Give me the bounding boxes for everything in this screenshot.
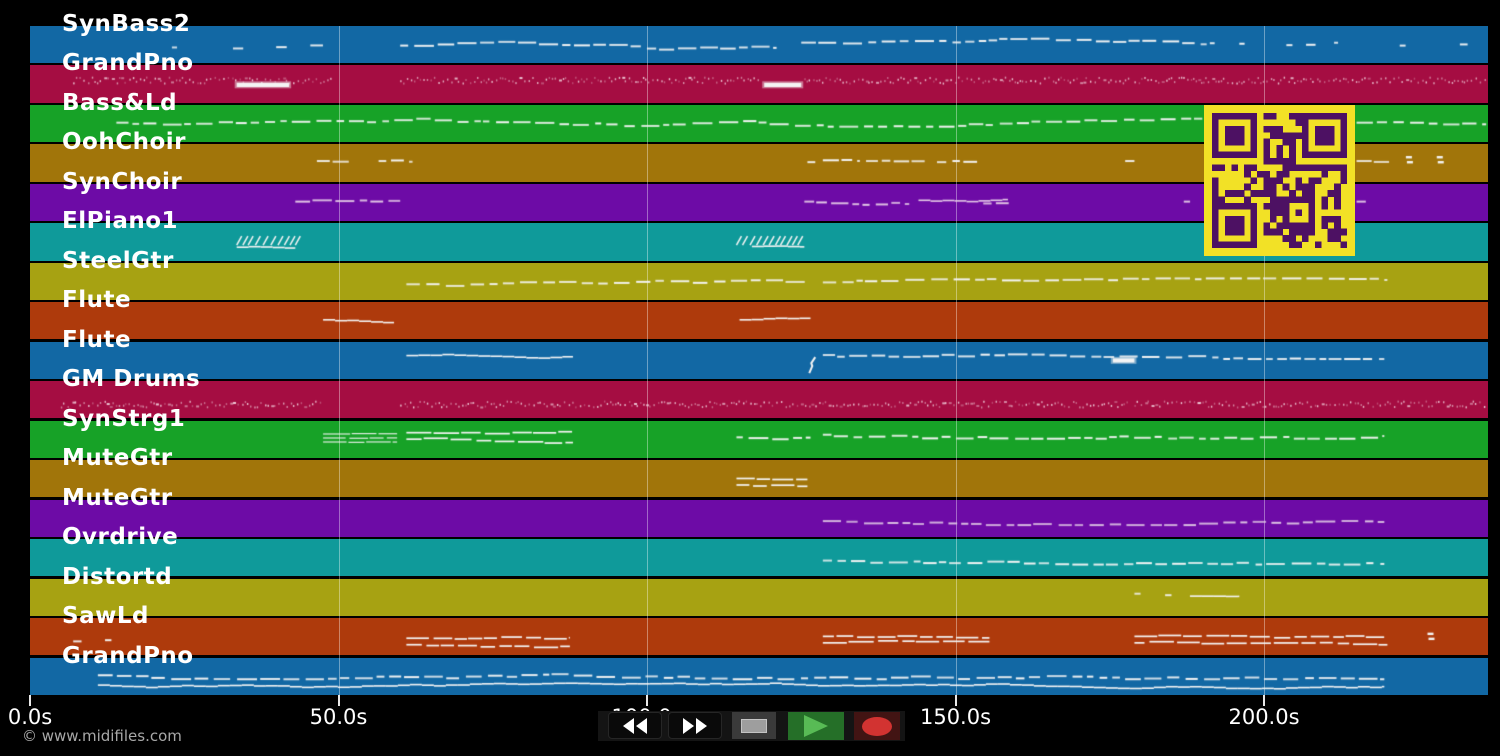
transport-bar (598, 711, 905, 741)
track-label: SteelGtr (62, 247, 174, 274)
track-label: Flute (62, 287, 132, 314)
qr-code (1204, 105, 1355, 256)
track-label: MuteGtr (62, 484, 173, 511)
rewind-icon (623, 717, 634, 734)
axis-tick (337, 695, 340, 706)
track-label: SynChoir (62, 168, 183, 195)
rewind-button[interactable] (608, 712, 662, 739)
play-icon (804, 715, 828, 737)
track-label: Bass&Ld (62, 89, 178, 116)
axis-tick (29, 695, 31, 706)
stop-button[interactable] (732, 712, 776, 739)
stop-icon (741, 718, 767, 733)
track-label: Flute (62, 326, 132, 353)
track-label: GrandPno (62, 642, 194, 669)
axis-tick (1263, 695, 1265, 706)
play-button[interactable] (788, 712, 844, 740)
track-label: GrandPno (62, 50, 194, 77)
axis-tick-label: 150.0s (919, 705, 992, 729)
fast-forward-icon (683, 717, 694, 734)
track-label: Distortd (62, 563, 173, 590)
fast-forward-button[interactable] (668, 712, 722, 739)
copyright-text: © www.midifiles.com (22, 727, 182, 745)
track-label: MuteGtr (62, 445, 173, 472)
record-button[interactable] (854, 712, 900, 740)
axis-tick (646, 695, 648, 706)
track-label: GM Drums (62, 366, 201, 393)
track-label: SynStrg1 (62, 405, 186, 432)
track-label: ElPiano1 (62, 208, 179, 235)
axis-tick-label: 200.0s (1228, 705, 1300, 729)
axis-tick-label: 0.0s (7, 705, 53, 729)
track-label: SawLd (62, 603, 149, 630)
record-icon (862, 716, 892, 736)
track-label: SynBass2 (62, 11, 191, 37)
axis-tick-label: 50.0s (309, 705, 368, 729)
track-label: OohChoir (62, 129, 187, 156)
track-label: Ovrdrive (62, 524, 179, 551)
axis-tick (954, 695, 957, 706)
